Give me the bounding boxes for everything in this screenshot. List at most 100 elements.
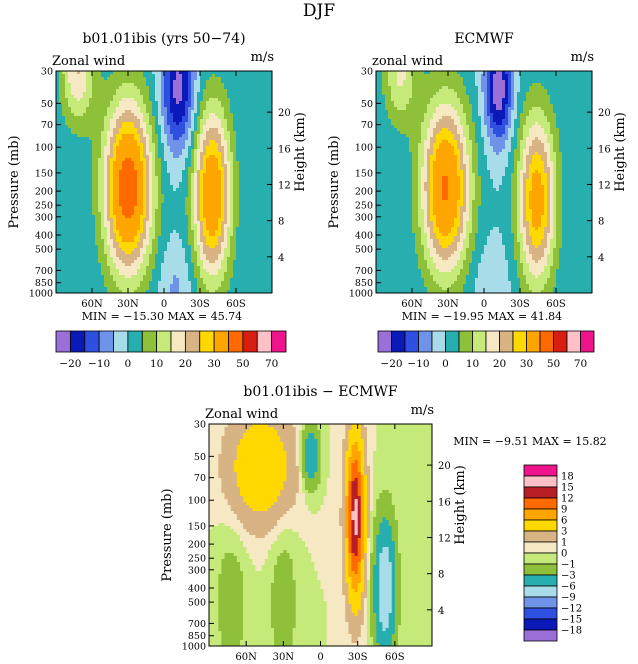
contour-cell: [182, 212, 186, 216]
contour-cell: [158, 77, 162, 81]
contour-cell: [230, 107, 234, 111]
contour-cell: [56, 257, 60, 261]
contour-cell: [257, 134, 261, 138]
contour-cell: [158, 233, 162, 237]
contour-cell: [173, 161, 177, 165]
contour-cell: [242, 119, 246, 123]
contour-cell: [164, 263, 168, 267]
contour-cell: [194, 167, 198, 171]
contour-cell: [68, 128, 72, 132]
contour-cell: [161, 185, 165, 189]
contour-cell: [92, 185, 96, 189]
contour-cell: [122, 260, 126, 264]
contour-cell: [212, 179, 216, 183]
contour-cell: [143, 242, 147, 246]
contour-cell: [92, 164, 96, 168]
contour-cell: [104, 86, 108, 90]
contour-cell: [179, 200, 183, 204]
contour-cell: [149, 266, 153, 270]
contour-cell: [248, 167, 252, 171]
contour-cell: [251, 143, 255, 147]
contour-cell: [110, 95, 114, 99]
contour-cell: [176, 173, 180, 177]
contour-cell: [254, 194, 258, 198]
contour-cell: [155, 107, 159, 111]
contour-cell: [266, 161, 270, 165]
contour-cell: [176, 254, 180, 258]
contour-cell: [95, 134, 99, 138]
contour-cell: [137, 272, 141, 276]
contour-cell: [56, 161, 60, 165]
contour-cell: [59, 170, 63, 174]
contour-cell: [101, 86, 105, 90]
contour-cell: [95, 83, 99, 87]
contour-cell: [152, 167, 156, 171]
contour-cell: [233, 269, 237, 273]
contour-cell: [116, 152, 120, 156]
contour-cell: [179, 182, 183, 186]
contour-cell: [188, 143, 192, 147]
contour-cell: [77, 188, 81, 192]
contour-cell: [122, 236, 126, 240]
contour-cell: [125, 143, 129, 147]
contour-cell: [143, 74, 147, 78]
contour-cell: [239, 239, 243, 243]
contour-cell: [251, 74, 255, 78]
contour-cell: [164, 176, 168, 180]
contour-cell: [71, 167, 75, 171]
contour-cell: [260, 269, 264, 273]
contour-cell: [119, 224, 123, 228]
contour-cell: [158, 107, 162, 111]
contour-cell: [71, 98, 75, 102]
contour-cell: [128, 266, 132, 270]
contour-cell: [266, 104, 270, 108]
contour-cell: [197, 209, 201, 213]
contour-cell: [74, 248, 78, 252]
contour-cell: [155, 83, 159, 87]
contour-cell: [80, 218, 84, 222]
contour-cell: [254, 203, 258, 207]
contour-cell: [266, 80, 270, 84]
contour-cell: [173, 176, 177, 180]
contour-cell: [224, 179, 228, 183]
contour-cell: [212, 194, 216, 198]
contour-cell: [221, 197, 225, 201]
contour-cell: [59, 179, 63, 183]
contour-cell: [206, 71, 210, 75]
contour-cell: [239, 92, 243, 96]
contour-cell: [146, 227, 150, 231]
contour-cell: [110, 113, 114, 117]
contour-cell: [194, 83, 198, 87]
contour-cell: [236, 116, 240, 120]
contour-cell: [227, 239, 231, 243]
contour-cell: [194, 185, 198, 189]
contour-cell: [242, 167, 246, 171]
contour-cell: [77, 143, 81, 147]
contour-cell: [128, 179, 132, 183]
contour-cell: [134, 251, 138, 255]
contour-cell: [80, 161, 84, 165]
contour-cell: [182, 245, 186, 249]
contour-cell: [149, 128, 153, 132]
contour-cell: [95, 278, 99, 282]
contour-cell: [104, 137, 108, 141]
contour-cell: [206, 251, 210, 255]
contour-cell: [161, 155, 165, 159]
contour-cell: [125, 206, 129, 210]
contour-cell: [152, 131, 156, 135]
contour-cell: [92, 203, 96, 207]
contour-cell: [227, 92, 231, 96]
contour-cell: [140, 71, 144, 75]
contour-cell: [221, 119, 225, 123]
contour-cell: [164, 173, 168, 177]
contour-cell: [173, 104, 177, 108]
contour-cell: [251, 158, 255, 162]
contour-cell: [167, 224, 171, 228]
contour-cell: [116, 128, 120, 132]
contour-cell: [269, 137, 273, 141]
contour-cell: [131, 161, 135, 165]
contour-cell: [206, 209, 210, 213]
contour-cell: [101, 107, 105, 111]
contour-cell: [239, 269, 243, 273]
contour-cell: [158, 266, 162, 270]
